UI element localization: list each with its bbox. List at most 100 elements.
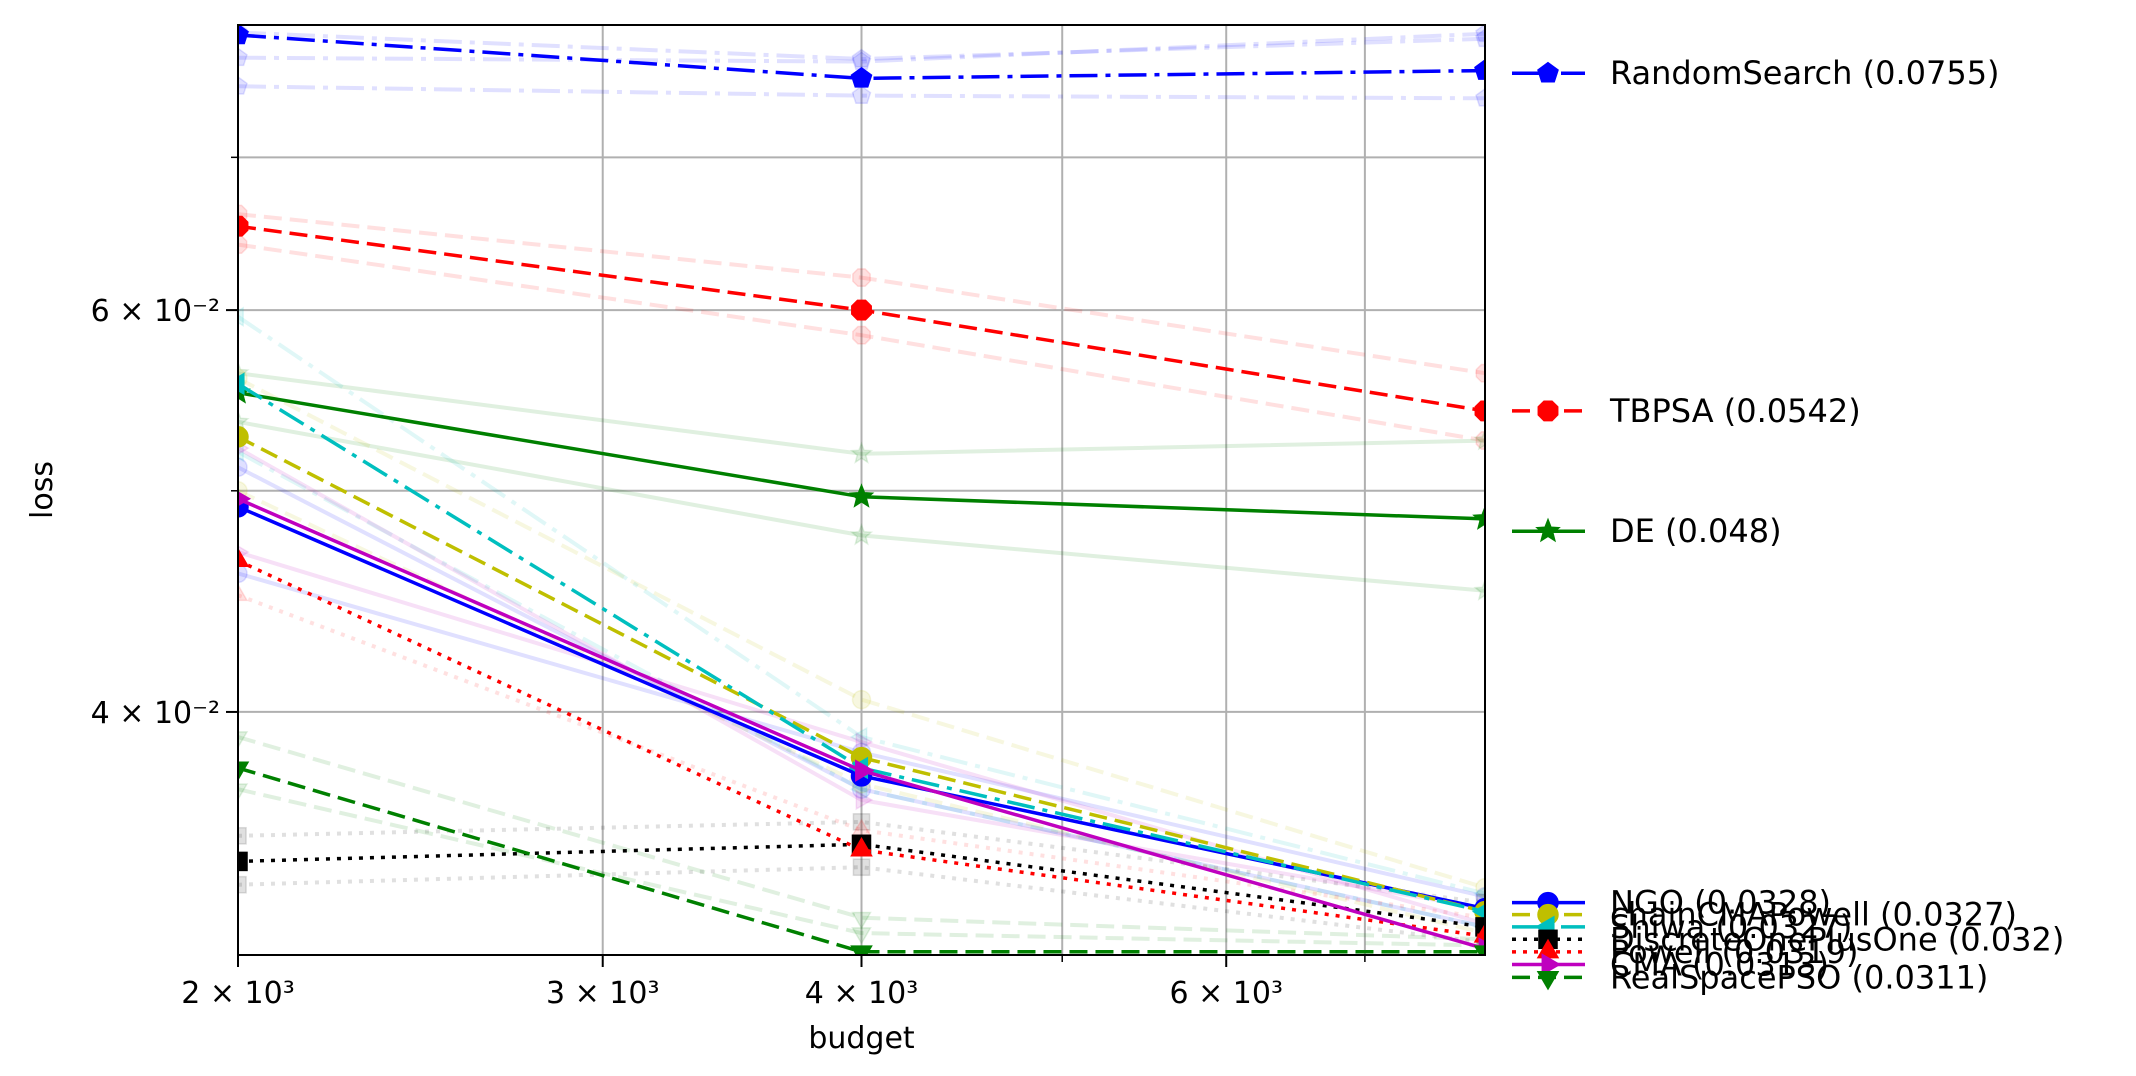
series-point (238, 851, 248, 872)
series-point (238, 426, 249, 448)
faint-run-line (238, 31, 1485, 64)
faint-run-point (238, 875, 247, 894)
faint-run-line (238, 212, 1485, 376)
faint-run-point (238, 47, 248, 67)
faint-run-point (238, 583, 249, 602)
faint-run-point (852, 268, 871, 288)
series-point (850, 837, 873, 857)
faint-run-point (852, 813, 871, 831)
legend-label: chainCMAPowell (0.0327) (1610, 896, 2017, 934)
legend-marker (1537, 61, 1559, 83)
faint-run-point (238, 731, 249, 749)
faint-run-point (851, 85, 872, 104)
series-point (851, 299, 872, 321)
faint-run-point (849, 441, 874, 464)
legend-marker (1541, 953, 1561, 976)
series-point (238, 761, 250, 781)
faint-run-line (238, 419, 1485, 593)
series-point (1474, 400, 1485, 422)
faint-run-point (849, 522, 874, 546)
legend-marker (1537, 400, 1559, 422)
faint-run-line (238, 371, 1485, 456)
series-point (1472, 505, 1485, 530)
faint-run-point (238, 457, 248, 478)
faint-run-point (855, 789, 874, 811)
x-axis-label: budget (808, 1021, 915, 1056)
faint-run-line (238, 315, 1485, 896)
faint-run-point (1475, 877, 1485, 898)
faint-run-point (1475, 363, 1485, 383)
series-point (1474, 59, 1485, 80)
faint-run-point (238, 235, 248, 255)
legend-label: NGO (0.0328) (1610, 884, 1831, 922)
legend-marker (1535, 517, 1561, 543)
series-line (238, 435, 1485, 914)
legend-label: RandomSearch (0.0755) (1610, 54, 2000, 92)
x-tick-label: 4 × 10³ (805, 976, 919, 1011)
faint-run-line (238, 84, 1485, 101)
faint-run-point (849, 726, 868, 748)
faint-run-point (1473, 578, 1485, 601)
faint-run-point (238, 826, 247, 845)
faint-run-line (238, 30, 1485, 62)
legend: RandomSearch (0.0755) TBPSA (0.0542) DE (0… (1512, 54, 2064, 996)
faint-run-line (238, 787, 1485, 948)
faint-run-point (1475, 431, 1485, 451)
faint-run-point (1475, 87, 1485, 107)
series-point (238, 491, 251, 507)
faint-run-point (852, 858, 871, 877)
series-point (238, 215, 249, 237)
faint-run-point (238, 306, 244, 328)
faint-run-point (851, 911, 872, 930)
x-tick-label: 3 × 10³ (546, 976, 660, 1011)
legend-label: TBPSA (0.0542) (1609, 392, 1861, 430)
faint-run-point (1475, 25, 1485, 43)
faint-run-point (238, 75, 248, 95)
faint-run-point (852, 325, 871, 345)
faint-run-line (238, 242, 1485, 443)
faint-run-point (1473, 886, 1485, 901)
faint-run-point (238, 441, 244, 463)
series-point (850, 66, 873, 88)
legend-label: CMA (0.0313) (1610, 946, 1829, 984)
faint-run-point (1473, 428, 1485, 451)
tick-layer: 2 × 10³ 3 × 10³ 4 × 10³ 6 × 10³ 4 × 10⁻² 6 × … (91, 156, 1366, 1011)
legend-label: DE (0.048) (1610, 512, 1782, 550)
series-point (238, 372, 245, 396)
y-tick-label: 6 × 10⁻² (91, 294, 220, 329)
series-point (855, 759, 875, 782)
legend-label: Shiwa (0.0327) (1610, 908, 1852, 946)
faint-run-line (238, 465, 1485, 929)
faint-run-point (851, 927, 872, 945)
series-layer (238, 25, 1485, 955)
faint-runs-layer (238, 25, 1485, 955)
faint-run-line (238, 446, 1485, 911)
x-tick-label: 2 × 10³ (181, 976, 295, 1011)
legend-label: RealSpacePSO (0.0311) (1610, 958, 1988, 996)
series-point (1475, 917, 1485, 937)
faint-run-point (238, 783, 249, 801)
y-tick-label: 4 × 10⁻² (91, 696, 220, 731)
faint-run-line (238, 593, 1485, 920)
series-point (1473, 923, 1485, 943)
faint-run-line (238, 450, 1485, 929)
legend-label: DiscreteOnePlusOne (0.032) (1610, 920, 2064, 958)
y-axis-label: loss (25, 461, 60, 519)
series-point (238, 25, 249, 45)
faint-run-line (238, 735, 1485, 942)
faint-run-line (238, 376, 1485, 890)
series-point (238, 547, 250, 568)
series-point (848, 483, 875, 508)
legend-marker (1536, 970, 1560, 991)
faint-run-point (238, 563, 248, 584)
faint-run-point (855, 731, 874, 753)
faint-run-point (238, 409, 250, 432)
series-point (1471, 904, 1485, 920)
faint-run-point (851, 689, 872, 710)
faint-run-point (1475, 28, 1485, 48)
faint-run-point (851, 48, 872, 68)
x-tick-label: 6 × 10³ (1169, 976, 1283, 1011)
legend-label: Powell (0.0319) (1610, 933, 1858, 971)
